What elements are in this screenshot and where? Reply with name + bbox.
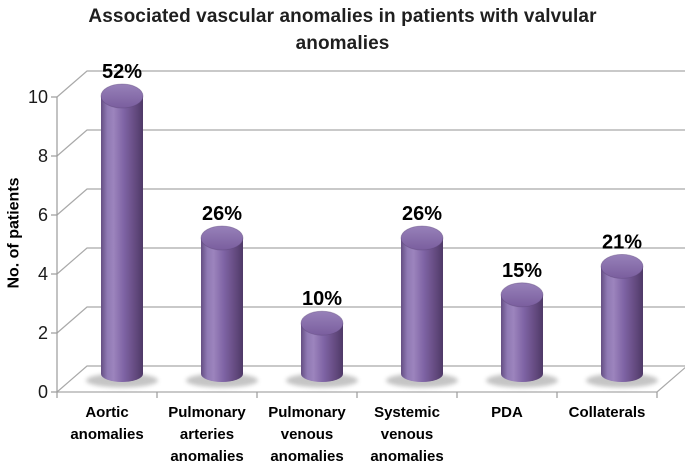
- x-category-label: Systemic venous anomalies: [370, 404, 443, 465]
- y-tick-label: 8: [38, 146, 48, 166]
- y-tick-label: 6: [38, 205, 48, 225]
- gridline: [56, 188, 685, 216]
- gridline: [56, 365, 685, 393]
- y-tick-label: 10: [28, 87, 48, 107]
- data-label: 10%: [302, 288, 342, 310]
- gridline: [56, 247, 685, 275]
- bar-cylinder-body: [601, 266, 643, 382]
- chart-title: Associated vascular anomalies in patient…: [0, 3, 685, 57]
- data-label: 52%: [102, 61, 142, 83]
- bar-cylinder-top: [500, 282, 544, 308]
- chart-title-line-1: Associated vascular anomalies in patient…: [88, 6, 597, 27]
- x-category-label: Collaterals: [569, 404, 646, 421]
- gridline: [56, 129, 685, 157]
- x-category-label: Pulmonary venous anomalies: [268, 404, 346, 465]
- data-label: 26%: [402, 203, 442, 225]
- bar-cylinder-body: [201, 238, 243, 382]
- chart-title-line-2: anomalies: [295, 33, 390, 54]
- data-label: 26%: [202, 203, 242, 225]
- x-category-label: Pulmonary arteries anomalies: [168, 404, 246, 465]
- bar-cylinder-body: [301, 323, 343, 382]
- bar-cylinder-top: [400, 225, 444, 251]
- bar-cylinder-top: [300, 310, 344, 336]
- bar-cylinder-top: [100, 83, 144, 109]
- bar-cylinder-body: [401, 238, 443, 382]
- data-label: 15%: [502, 260, 542, 282]
- bar-cylinder-top: [200, 225, 244, 251]
- x-category-label: Aortic anomalies: [70, 404, 143, 443]
- y-tick-label: 4: [38, 264, 48, 284]
- gridline: [56, 70, 685, 98]
- bar-cylinder-body: [101, 96, 143, 382]
- y-tick-label: 0: [38, 382, 48, 402]
- x-category-label: PDA: [491, 404, 523, 421]
- bar-cylinder-top: [600, 253, 644, 279]
- data-label: 21%: [602, 231, 642, 253]
- gridline: [56, 306, 685, 334]
- bar-cylinder-body: [501, 294, 543, 382]
- y-tick-label: 2: [38, 323, 48, 343]
